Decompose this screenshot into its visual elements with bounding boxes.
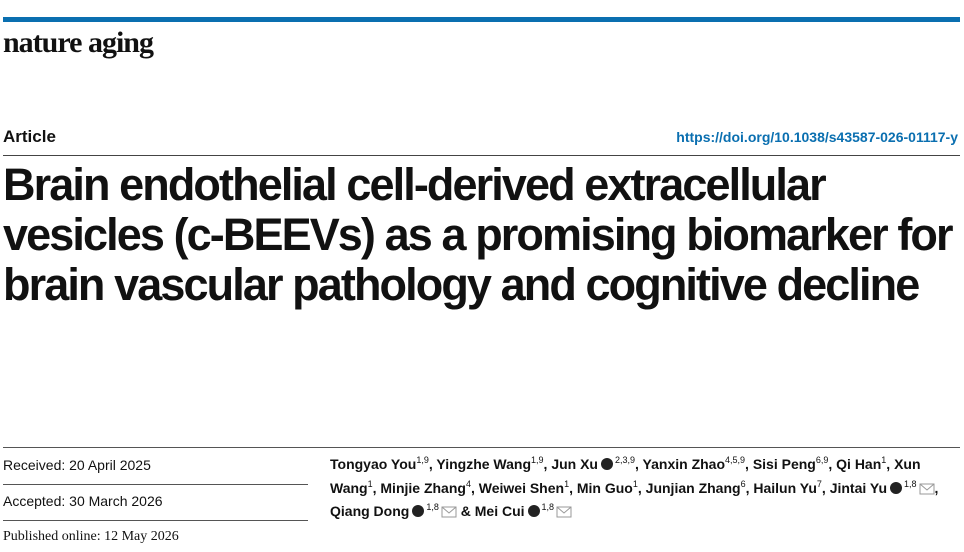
orcid-icon[interactable] [600, 458, 613, 470]
affiliation: 1 [564, 478, 570, 489]
author: Yingzhe Wang1,9, [436, 455, 548, 473]
author-name[interactable]: Jun Xu [551, 456, 598, 472]
author-separator: , [470, 479, 475, 496]
author-separator: , [428, 456, 433, 472]
received-date: Received: 20 April 2025 [3, 457, 151, 473]
author: Weiwei Shen1, [478, 478, 573, 496]
author-name[interactable]: Weiwei Shen [478, 479, 565, 496]
orcid-icon[interactable] [890, 481, 903, 494]
author-name[interactable]: Tongyao You [330, 456, 417, 472]
author: Hailun Yu7, [753, 478, 826, 496]
affiliation: 1,8 [904, 478, 917, 489]
author-list: Tongyao You1,9, Yingzhe Wang1,9, Jun Xu 2… [330, 453, 950, 524]
author-name[interactable]: Jintai Yu [829, 479, 888, 496]
author-name[interactable]: Min Guo [576, 479, 633, 496]
author-separator: , [543, 456, 548, 472]
author-separator: , [372, 479, 377, 496]
author: Minjie Zhang4, [380, 478, 475, 496]
author: Jintai Yu 1,8, [829, 478, 939, 496]
published-date: Published online: 12 May 2026 [3, 529, 179, 544]
author: Xun Wang1, [330, 456, 921, 496]
author-separator: , [569, 479, 573, 496]
article-title: Brain endothelial cell-derived extracell… [3, 159, 954, 310]
author-name[interactable]: Xun Wang [330, 456, 921, 496]
doi-link[interactable]: https://doi.org/10.1038/s43587-026-01117… [676, 129, 958, 145]
author: Qiang Dong 1,8 [330, 503, 457, 519]
author: Junjian Zhang6, [645, 478, 750, 496]
affiliation: 1 [367, 478, 373, 489]
affiliation: 1 [881, 455, 887, 465]
affiliation: 7 [816, 478, 822, 489]
email-icon[interactable] [919, 483, 935, 495]
author-separator: , [934, 479, 939, 496]
author-name[interactable]: Qi Han [836, 456, 882, 472]
affiliation: 1,9 [531, 455, 544, 465]
article-type: Article [3, 127, 56, 146]
affiliation: 1,8 [426, 502, 439, 512]
rule [3, 520, 308, 521]
affiliation: 1 [632, 478, 638, 489]
rule [3, 484, 308, 485]
author-separator: , [635, 456, 639, 472]
author: Tongyao You1,9, [330, 455, 433, 473]
affiliation: 2,3,9 [614, 455, 636, 465]
author: Jun Xu 2,3,9, [551, 455, 639, 473]
author-separator: , [821, 479, 826, 496]
email-icon[interactable] [556, 506, 572, 518]
author-name[interactable]: Minjie Zhang [380, 479, 466, 496]
author-separator: , [745, 479, 750, 496]
author-separator: , [828, 456, 833, 472]
author-name[interactable]: Junjian Zhang [645, 479, 741, 496]
rule [3, 447, 960, 448]
orcid-icon[interactable] [527, 505, 540, 517]
email-icon[interactable] [441, 506, 457, 518]
author-separator: , [745, 456, 749, 472]
author: Min Guo1, [576, 478, 642, 496]
author: & Mei Cui 1,8 [461, 503, 572, 519]
author-name[interactable]: Hailun Yu [753, 479, 817, 496]
author-prefix: & [460, 503, 471, 519]
author-separator: , [886, 456, 891, 472]
affiliation: 6,9 [815, 455, 829, 465]
affiliation: 1,8 [541, 502, 555, 512]
author: Qi Han1, [836, 455, 891, 473]
affiliation: 1,9 [416, 455, 429, 465]
journal-name: nature aging [3, 26, 154, 59]
affiliation: 4,5,9 [725, 455, 746, 465]
affiliation: 6 [740, 478, 746, 489]
accepted-date: Accepted: 30 March 2026 [3, 493, 163, 509]
author-name[interactable]: Sisi Peng [752, 456, 816, 472]
author-name[interactable]: Yingzhe Wang [436, 456, 532, 472]
author: Yanxin Zhao4,5,9, [642, 455, 749, 473]
author-separator: , [637, 479, 642, 496]
author: Sisi Peng6,9, [752, 455, 833, 473]
author-name[interactable]: Qiang Dong [330, 503, 410, 519]
top-bar [3, 17, 960, 22]
affiliation: 4 [465, 478, 471, 489]
author-name[interactable]: Yanxin Zhao [642, 456, 726, 472]
author-name[interactable]: Mei Cui [474, 503, 525, 519]
rule [3, 155, 960, 156]
orcid-icon[interactable] [412, 505, 425, 517]
